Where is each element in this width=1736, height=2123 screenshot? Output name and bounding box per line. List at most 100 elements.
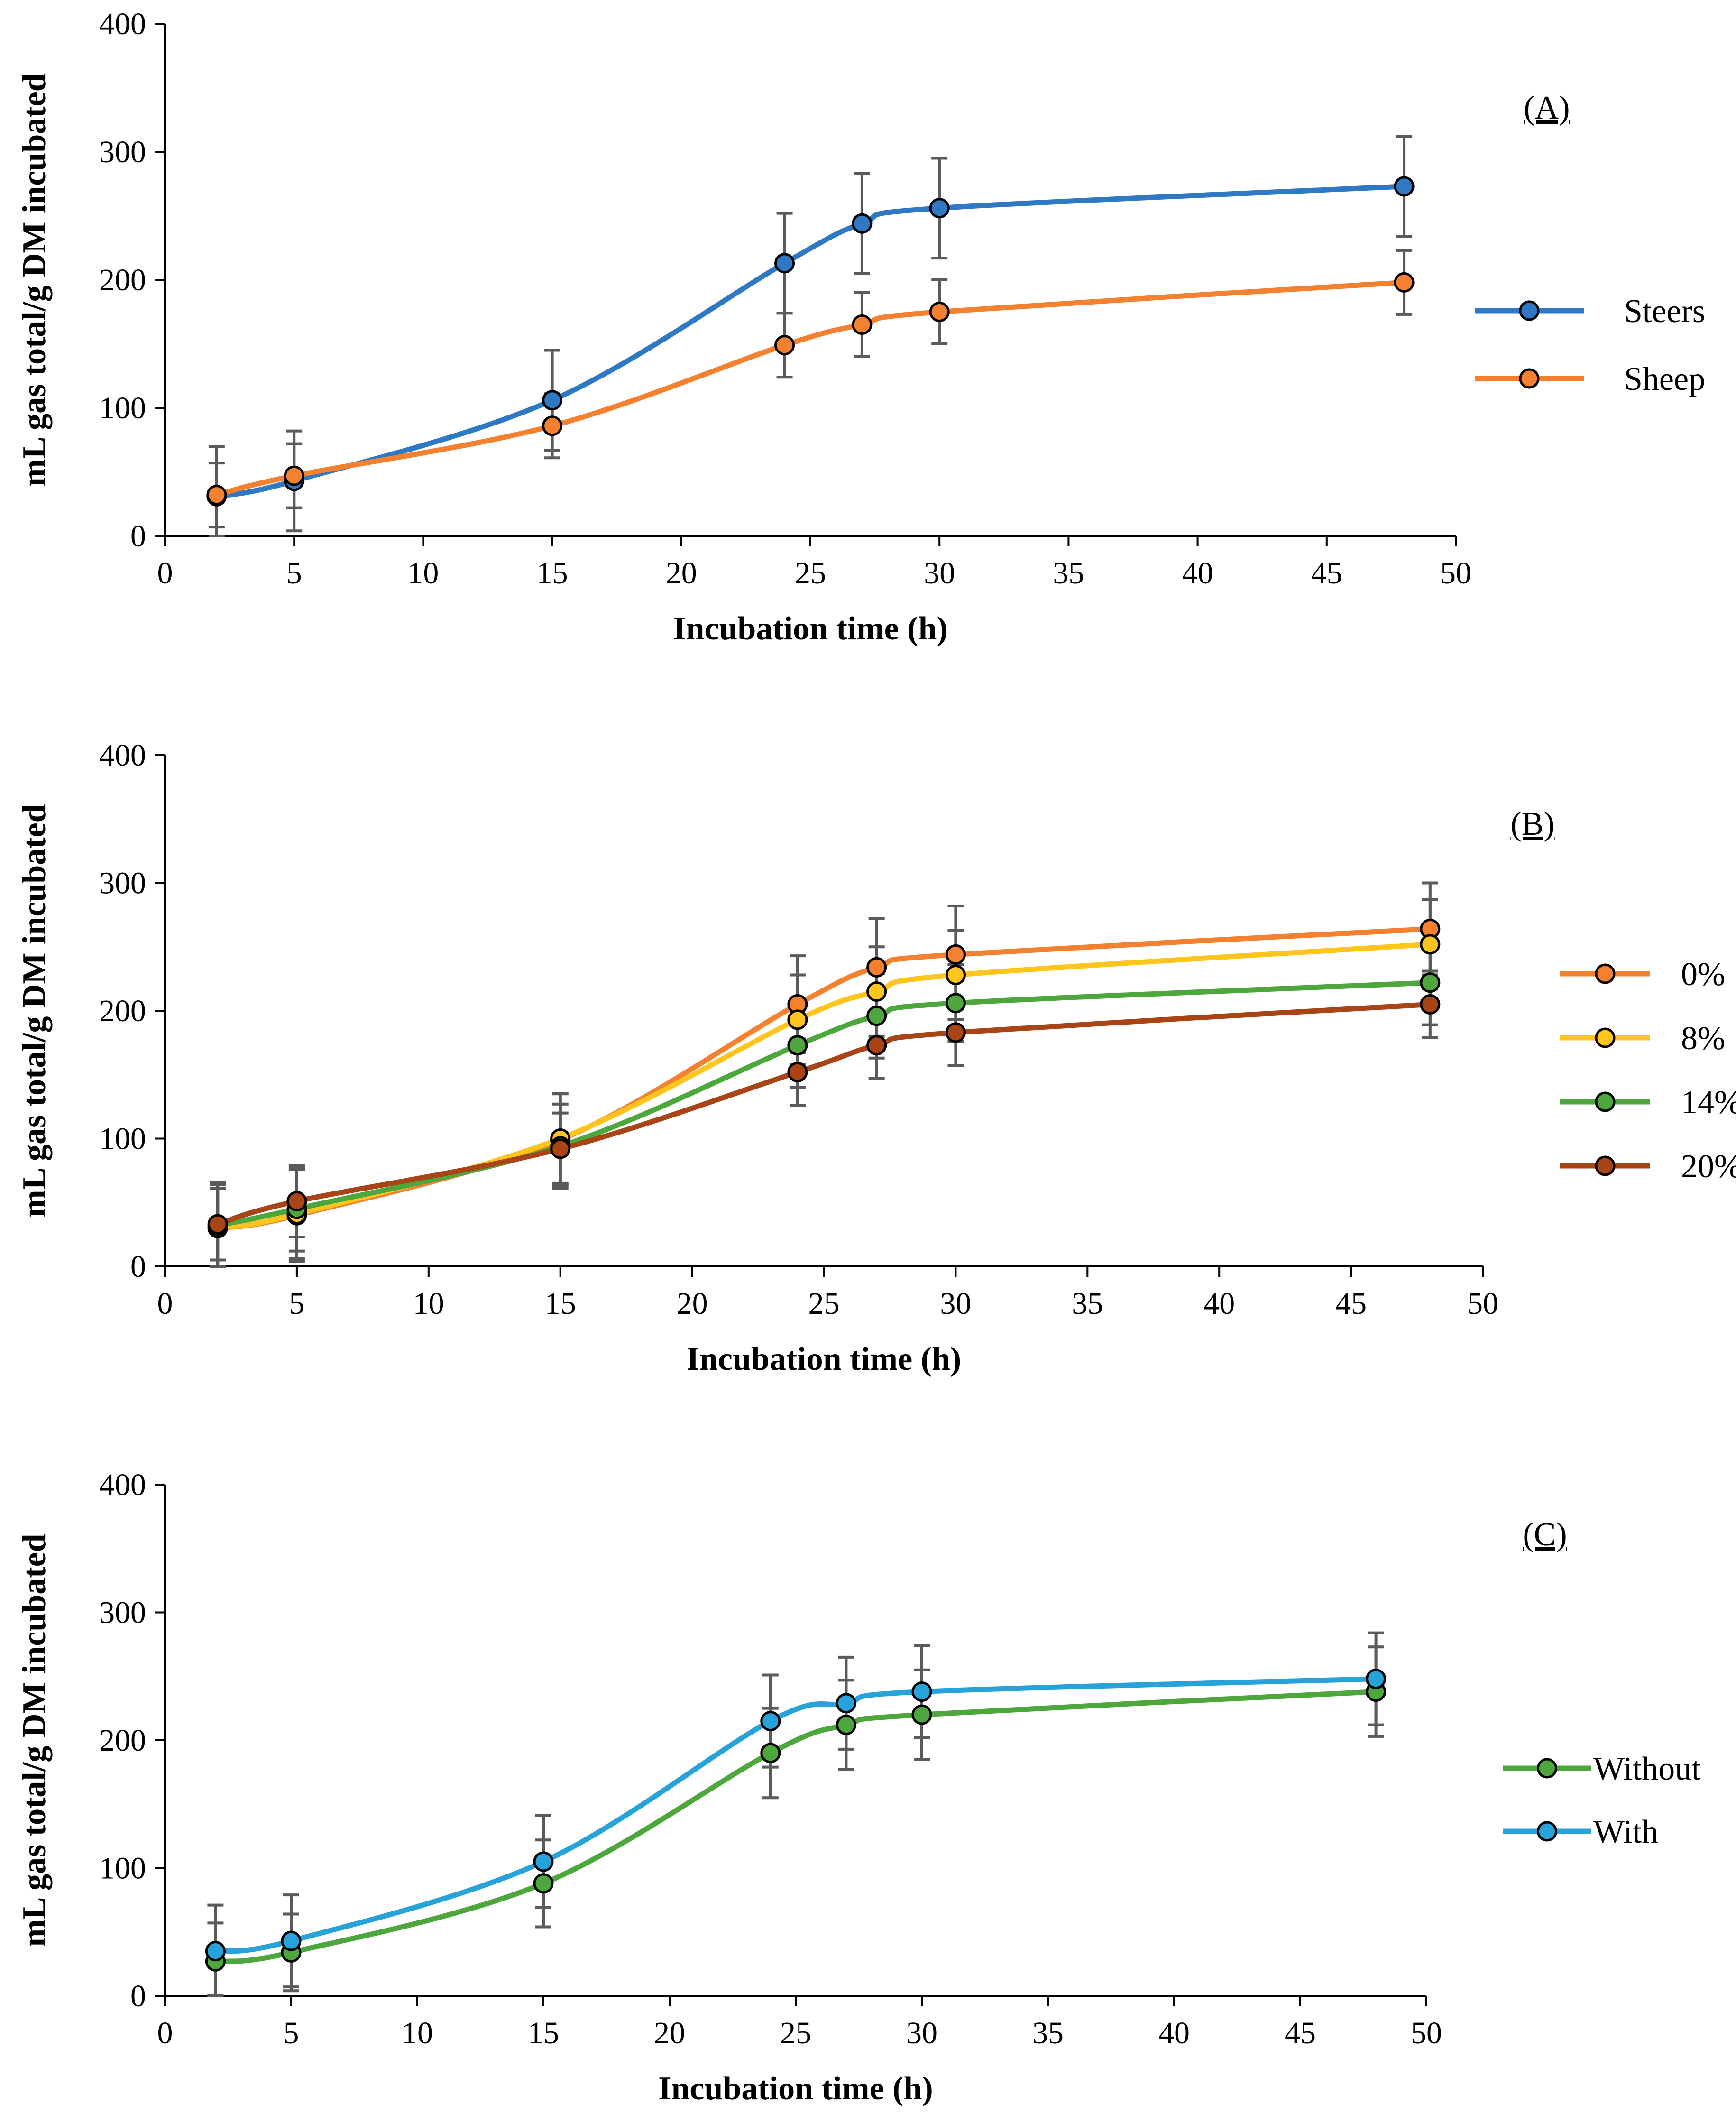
x-tick-label: 45 (1285, 2016, 1316, 2050)
legend-marker (1595, 1155, 1616, 1176)
series-line-Without (212, 1689, 1379, 1964)
y-tick-label: 0 (130, 1249, 146, 1284)
data-point-Sheep (929, 302, 950, 322)
x-tick-label: 40 (1182, 556, 1213, 591)
x-tick-label: 5 (284, 2016, 299, 2050)
x-tick-label: 0 (157, 556, 173, 591)
y-tick-label: 400 (99, 738, 146, 773)
series-line-With (212, 1676, 1379, 1954)
x-tick-label: 30 (906, 2016, 937, 2050)
data-point-With (533, 1851, 554, 1872)
data-point-Steers (774, 253, 795, 274)
data-point-8% (866, 981, 887, 1002)
legend-marker (1519, 300, 1540, 321)
legend-label: 8% (1681, 1020, 1725, 1057)
x-tick-label: 25 (795, 556, 826, 591)
legend-entry-With: With (1503, 1814, 1658, 1850)
x-tick-label: 5 (289, 1286, 304, 1321)
y-tick-label: 200 (99, 263, 146, 297)
legend-marker (1595, 1091, 1616, 1112)
chart-panel-1: 0 100 200 300 400 0 5 10 15 20 25 30 35 40 45 50 Incubat… (16, 738, 1736, 1377)
data-point-Without (533, 1873, 554, 1894)
y-axis-title: mL gas total/g DM incubated (16, 73, 53, 486)
y-tick-label: 400 (99, 7, 146, 41)
data-point-With (836, 1693, 856, 1714)
x-tick-label: 25 (808, 1286, 840, 1321)
x-tick-label: 35 (1072, 1286, 1103, 1321)
data-point-8% (945, 965, 966, 986)
data-point-20% (286, 1191, 307, 1212)
data-point-Steers (852, 213, 873, 234)
panel-label: (B) (1510, 806, 1554, 842)
data-point-With (281, 1930, 302, 1951)
legend-entry-20%: 20% (1560, 1148, 1736, 1185)
data-point-Sheep (284, 465, 304, 486)
data-point-Sheep (774, 335, 795, 356)
data-point-14% (866, 1006, 887, 1026)
data-point-0% (945, 944, 966, 965)
x-axis-title: Incubation time (h) (673, 610, 947, 647)
x-tick-label: 0 (157, 1286, 173, 1321)
x-tick-label: 50 (1440, 556, 1471, 591)
legend-label: Steers (1624, 293, 1705, 330)
legend-entry-Sheep: Sheep (1475, 361, 1705, 397)
x-tick-label: 35 (1032, 2016, 1064, 2050)
y-tick-label: 200 (99, 994, 146, 1028)
data-point-Without (911, 1704, 932, 1725)
legend-entry-0%: 0% (1560, 956, 1725, 993)
legend-marker (1595, 1027, 1616, 1048)
legend-label: 14% (1681, 1084, 1736, 1121)
legend-entry-8%: 8% (1560, 1020, 1725, 1057)
legend-marker (1537, 1821, 1557, 1842)
data-point-14% (945, 993, 966, 1014)
data-point-Steers (1394, 176, 1415, 197)
x-tick-label: 25 (780, 2016, 811, 2050)
x-tick-label: 50 (1467, 1286, 1498, 1321)
legend-label: With (1593, 1814, 1658, 1850)
legend-marker (1595, 963, 1616, 984)
data-point-14% (787, 1035, 808, 1056)
legend-entry-14%: 14% (1560, 1084, 1736, 1121)
x-tick-label: 15 (537, 556, 568, 591)
data-point-Sheep (206, 485, 227, 506)
data-point-0% (866, 957, 887, 978)
series-line-Steers (214, 184, 1407, 499)
x-axis-title: Incubation time (h) (658, 2070, 933, 2107)
x-tick-label: 15 (545, 1286, 576, 1321)
chart-panel-0: 0 100 200 300 400 0 5 10 15 20 25 30 35 40 45 50 Incubat… (16, 7, 1705, 647)
legend-label: Without (1593, 1751, 1701, 1787)
legend-entry-Without: Without (1503, 1751, 1701, 1787)
y-tick-label: 300 (99, 866, 146, 901)
data-point-Sheep (852, 314, 873, 335)
data-point-Sheep (1394, 272, 1415, 293)
data-point-With (911, 1681, 932, 1702)
legend-entry-Steers: Steers (1475, 293, 1705, 330)
legend-marker (1519, 368, 1540, 389)
y-tick-label: 200 (99, 1723, 146, 1758)
x-tick-label: 20 (677, 1286, 708, 1321)
series-line-14% (215, 980, 1433, 1228)
series-line-20% (215, 1002, 1433, 1227)
y-tick-label: 300 (99, 135, 146, 169)
data-point-14% (1420, 972, 1441, 993)
y-tick-label: 0 (130, 519, 146, 554)
x-tick-label: 30 (924, 556, 955, 591)
data-point-With (1366, 1669, 1387, 1689)
x-tick-label: 40 (1203, 1286, 1235, 1321)
data-point-20% (866, 1035, 887, 1056)
data-point-With (760, 1711, 781, 1732)
y-tick-label: 400 (99, 1468, 146, 1502)
x-tick-label: 15 (528, 2016, 559, 2050)
data-point-Without (760, 1743, 781, 1763)
x-tick-label: 10 (407, 556, 439, 591)
x-tick-label: 20 (666, 556, 697, 591)
data-point-20% (787, 1062, 808, 1082)
y-axis-title: mL gas total/g DM incubated (16, 804, 53, 1217)
chart-panel-2: 0 100 200 300 400 0 5 10 15 20 25 30 35 40 45 50 Incubat… (16, 1468, 1701, 2107)
data-point-20% (945, 1022, 966, 1043)
y-tick-label: 300 (99, 1596, 146, 1630)
data-point-20% (550, 1138, 571, 1159)
data-point-20% (207, 1214, 228, 1235)
data-point-8% (787, 1009, 808, 1030)
